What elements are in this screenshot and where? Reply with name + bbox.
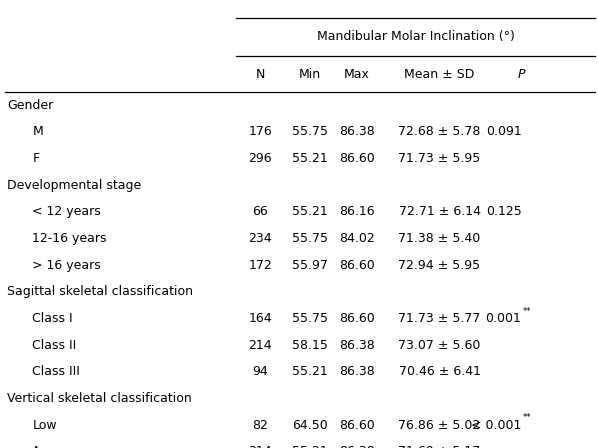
Text: Gender: Gender — [7, 99, 53, 112]
Text: 72.68 ± 5.78: 72.68 ± 5.78 — [398, 125, 481, 138]
Text: 71.38 ± 5.40: 71.38 ± 5.40 — [398, 232, 481, 245]
Text: 94: 94 — [252, 365, 268, 379]
Text: 86.38: 86.38 — [339, 445, 375, 448]
Text: 86.38: 86.38 — [339, 365, 375, 379]
Text: 12-16 years: 12-16 years — [32, 232, 107, 245]
Text: 164: 164 — [248, 312, 272, 325]
Text: 72.71 ± 6.14: 72.71 ± 6.14 — [398, 205, 481, 219]
Text: 72.94 ± 5.95: 72.94 ± 5.95 — [398, 258, 481, 272]
Text: 82: 82 — [252, 418, 268, 432]
Text: 55.21: 55.21 — [292, 205, 328, 219]
Text: 86.60: 86.60 — [339, 418, 375, 432]
Text: M: M — [32, 125, 43, 138]
Text: 55.75: 55.75 — [292, 312, 328, 325]
Text: > 16 years: > 16 years — [32, 258, 101, 272]
Text: Mandibular Molar Inclination (°): Mandibular Molar Inclination (°) — [317, 30, 514, 43]
Text: 214: 214 — [248, 339, 272, 352]
Text: 55.75: 55.75 — [292, 125, 328, 138]
Text: 86.60: 86.60 — [339, 312, 375, 325]
Text: 58.15: 58.15 — [292, 339, 328, 352]
Text: Class I: Class I — [32, 312, 73, 325]
Text: Vertical skeletal classification: Vertical skeletal classification — [7, 392, 192, 405]
Text: < 0.001: < 0.001 — [471, 418, 521, 432]
Text: N: N — [255, 68, 265, 82]
Text: F: F — [32, 152, 39, 165]
Text: 76.86 ± 5.02: 76.86 ± 5.02 — [398, 418, 481, 432]
Text: 86.38: 86.38 — [339, 339, 375, 352]
Text: 176: 176 — [248, 125, 272, 138]
Text: Class III: Class III — [32, 365, 80, 379]
Text: Low: Low — [32, 418, 57, 432]
Text: 0.091: 0.091 — [486, 125, 521, 138]
Text: **: ** — [523, 413, 531, 422]
Text: 84.02: 84.02 — [339, 232, 375, 245]
Text: **: ** — [523, 306, 531, 315]
Text: 71.73 ± 5.77: 71.73 ± 5.77 — [398, 312, 481, 325]
Text: 55.21: 55.21 — [292, 445, 328, 448]
Text: 55.97: 55.97 — [292, 258, 328, 272]
Text: 86.60: 86.60 — [339, 258, 375, 272]
Text: 0.001: 0.001 — [486, 312, 521, 325]
Text: 172: 172 — [248, 258, 272, 272]
Text: 71.73 ± 5.95: 71.73 ± 5.95 — [398, 152, 481, 165]
Text: 73.07 ± 5.60: 73.07 ± 5.60 — [398, 339, 481, 352]
Text: Mean ± SD: Mean ± SD — [404, 68, 475, 82]
Text: 55.21: 55.21 — [292, 152, 328, 165]
Text: < 12 years: < 12 years — [32, 205, 101, 219]
Text: Ave: Ave — [32, 445, 55, 448]
Text: Developmental stage: Developmental stage — [7, 179, 141, 192]
Text: 86.38: 86.38 — [339, 125, 375, 138]
Text: 71.60 ± 5.17: 71.60 ± 5.17 — [398, 445, 481, 448]
Text: 55.21: 55.21 — [292, 365, 328, 379]
Text: 55.75: 55.75 — [292, 232, 328, 245]
Text: P: P — [518, 68, 525, 82]
Text: 314: 314 — [248, 445, 272, 448]
Text: 296: 296 — [248, 152, 272, 165]
Text: 70.46 ± 6.41: 70.46 ± 6.41 — [398, 365, 481, 379]
Text: Max: Max — [344, 68, 370, 82]
Text: Sagittal skeletal classification: Sagittal skeletal classification — [7, 285, 193, 298]
Text: 234: 234 — [248, 232, 272, 245]
Text: Min: Min — [299, 68, 321, 82]
Text: 86.60: 86.60 — [339, 152, 375, 165]
Text: Class II: Class II — [32, 339, 77, 352]
Text: 64.50: 64.50 — [292, 418, 328, 432]
Text: 66: 66 — [252, 205, 268, 219]
Text: 0.125: 0.125 — [486, 205, 521, 219]
Text: 86.16: 86.16 — [339, 205, 375, 219]
